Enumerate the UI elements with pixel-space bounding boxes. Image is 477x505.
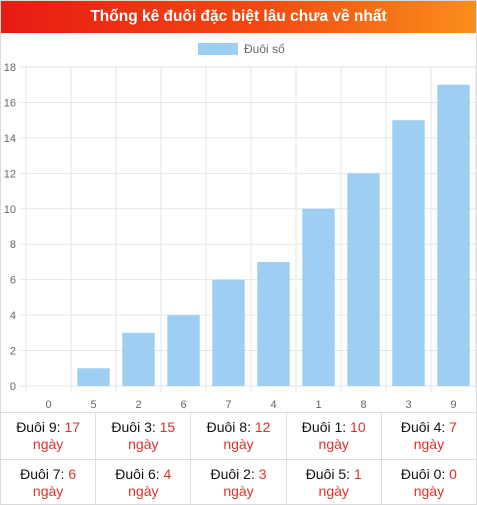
stat-cell: Đuôi 0: 0 ngày (382, 460, 476, 504)
x-tick-label: 3 (405, 399, 411, 411)
x-tick-label: 8 (360, 399, 366, 411)
stat-cell: Đuôi 6: 4 ngày (96, 460, 192, 504)
stat-label: Đuôi 9: (16, 419, 65, 435)
x-tick-label: 9 (450, 399, 456, 411)
stat-cell: Đuôi 2: 3 ngày (191, 460, 287, 504)
stat-value: 3 (258, 466, 267, 482)
stats-row: Đuôi 7: 6 ngày Đuôi 6: 4 ngày Đuôi 2: 3 ngày Đ… (1, 459, 476, 504)
stat-label: Đuôi 7: (20, 466, 69, 482)
stat-value: 10 (350, 419, 366, 435)
bar-9[interactable] (437, 84, 470, 386)
stat-label: Đuôi 8: (206, 419, 255, 435)
stat-unit: ngày (318, 483, 349, 499)
stat-unit: ngày (413, 483, 445, 499)
bar-6[interactable] (167, 315, 200, 386)
legend-swatch (198, 43, 238, 55)
stat-value: 15 (159, 419, 176, 435)
y-tick-label: 18 (4, 62, 16, 74)
bar-8[interactable] (347, 173, 380, 386)
stat-cell: Đuôi 5: 1 ngày (287, 460, 382, 504)
x-tick-label: 4 (270, 399, 276, 411)
stat-value: 17 (64, 419, 81, 435)
y-tick-label: 2 (10, 346, 16, 358)
stat-value: 6 (68, 466, 77, 482)
y-axis-ticks: 0 2 4 6 8 10 12 14 16 18 (4, 62, 16, 393)
stat-unit: ngày (318, 436, 349, 452)
stat-label: Đuôi 0: (400, 466, 450, 482)
stat-unit: ngày (32, 436, 64, 452)
y-tick-label: 10 (4, 204, 16, 216)
x-axis-ticks: 0 5 2 6 7 4 1 8 3 9 (45, 399, 456, 411)
grid-lines (20, 66, 476, 392)
y-tick-label: 4 (10, 310, 16, 322)
x-tick-label: 1 (315, 399, 321, 411)
bar-7[interactable] (212, 279, 245, 386)
widget-title: Thống kê đuôi đặc biệt lâu chưa về nhất (1, 1, 476, 33)
y-tick-label: 8 (10, 239, 16, 251)
x-tick-label: 6 (180, 399, 186, 411)
stat-unit: ngày (32, 483, 64, 499)
y-tick-label: 6 (10, 275, 16, 287)
stats-table: Đuôi 9: 17 ngày Đuôi 3: 15 ngày Đuôi 8: 12 ng… (1, 412, 476, 504)
stat-cell: Đuôi 9: 17 ngày (1, 413, 97, 459)
bar-2[interactable] (122, 332, 155, 386)
stat-label: Đuôi 4: (400, 419, 450, 435)
stats-row: Đuôi 9: 17 ngày Đuôi 3: 15 ngày Đuôi 8: 12 ng… (1, 412, 476, 459)
stat-unit: ngày (128, 483, 159, 499)
stat-cell: Đuôi 4: 7 ngày (382, 413, 476, 459)
x-tick-label: 7 (225, 399, 231, 411)
stat-unit: ngày (128, 436, 159, 452)
x-tick-label: 0 (45, 399, 51, 411)
y-tick-label: 14 (4, 133, 16, 145)
stat-value: 1 (353, 466, 362, 482)
stat-label: Đuôi 5: (305, 466, 354, 482)
stat-label: Đuôi 3: (111, 419, 160, 435)
stat-value: 4 (163, 466, 172, 482)
y-tick-label: 16 (4, 97, 16, 109)
y-tick-label: 12 (4, 168, 16, 180)
stat-cell: Đuôi 1: 10 ngày (287, 413, 382, 459)
legend[interactable]: Đuôi số (198, 42, 285, 56)
x-tick-label: 2 (135, 399, 141, 411)
stat-cell: Đuôi 8: 12 ngày (191, 413, 287, 459)
stat-cell: Đuôi 3: 15 ngày (96, 413, 192, 459)
stat-label: Đuôi 6: (115, 466, 164, 482)
stat-unit: ngày (413, 436, 445, 452)
stat-value: 12 (254, 419, 271, 435)
bars (77, 84, 470, 387)
stat-label: Đuôi 2: (210, 466, 259, 482)
stat-value: 7 (449, 419, 457, 435)
y-tick-label: 0 (10, 381, 16, 393)
bar-3[interactable] (392, 120, 425, 387)
stat-label: Đuôi 1: (301, 419, 351, 435)
bar-1[interactable] (302, 208, 335, 386)
stat-cell: Đuôi 7: 6 ngày (1, 460, 97, 504)
bar-4[interactable] (257, 261, 290, 386)
legend-label: Đuôi số (244, 42, 285, 56)
stat-unit: ngày (223, 483, 254, 499)
stat-unit: ngày (223, 436, 254, 452)
stat-value: 0 (449, 466, 457, 482)
bar-5[interactable] (77, 368, 110, 386)
x-tick-label: 5 (90, 399, 96, 411)
